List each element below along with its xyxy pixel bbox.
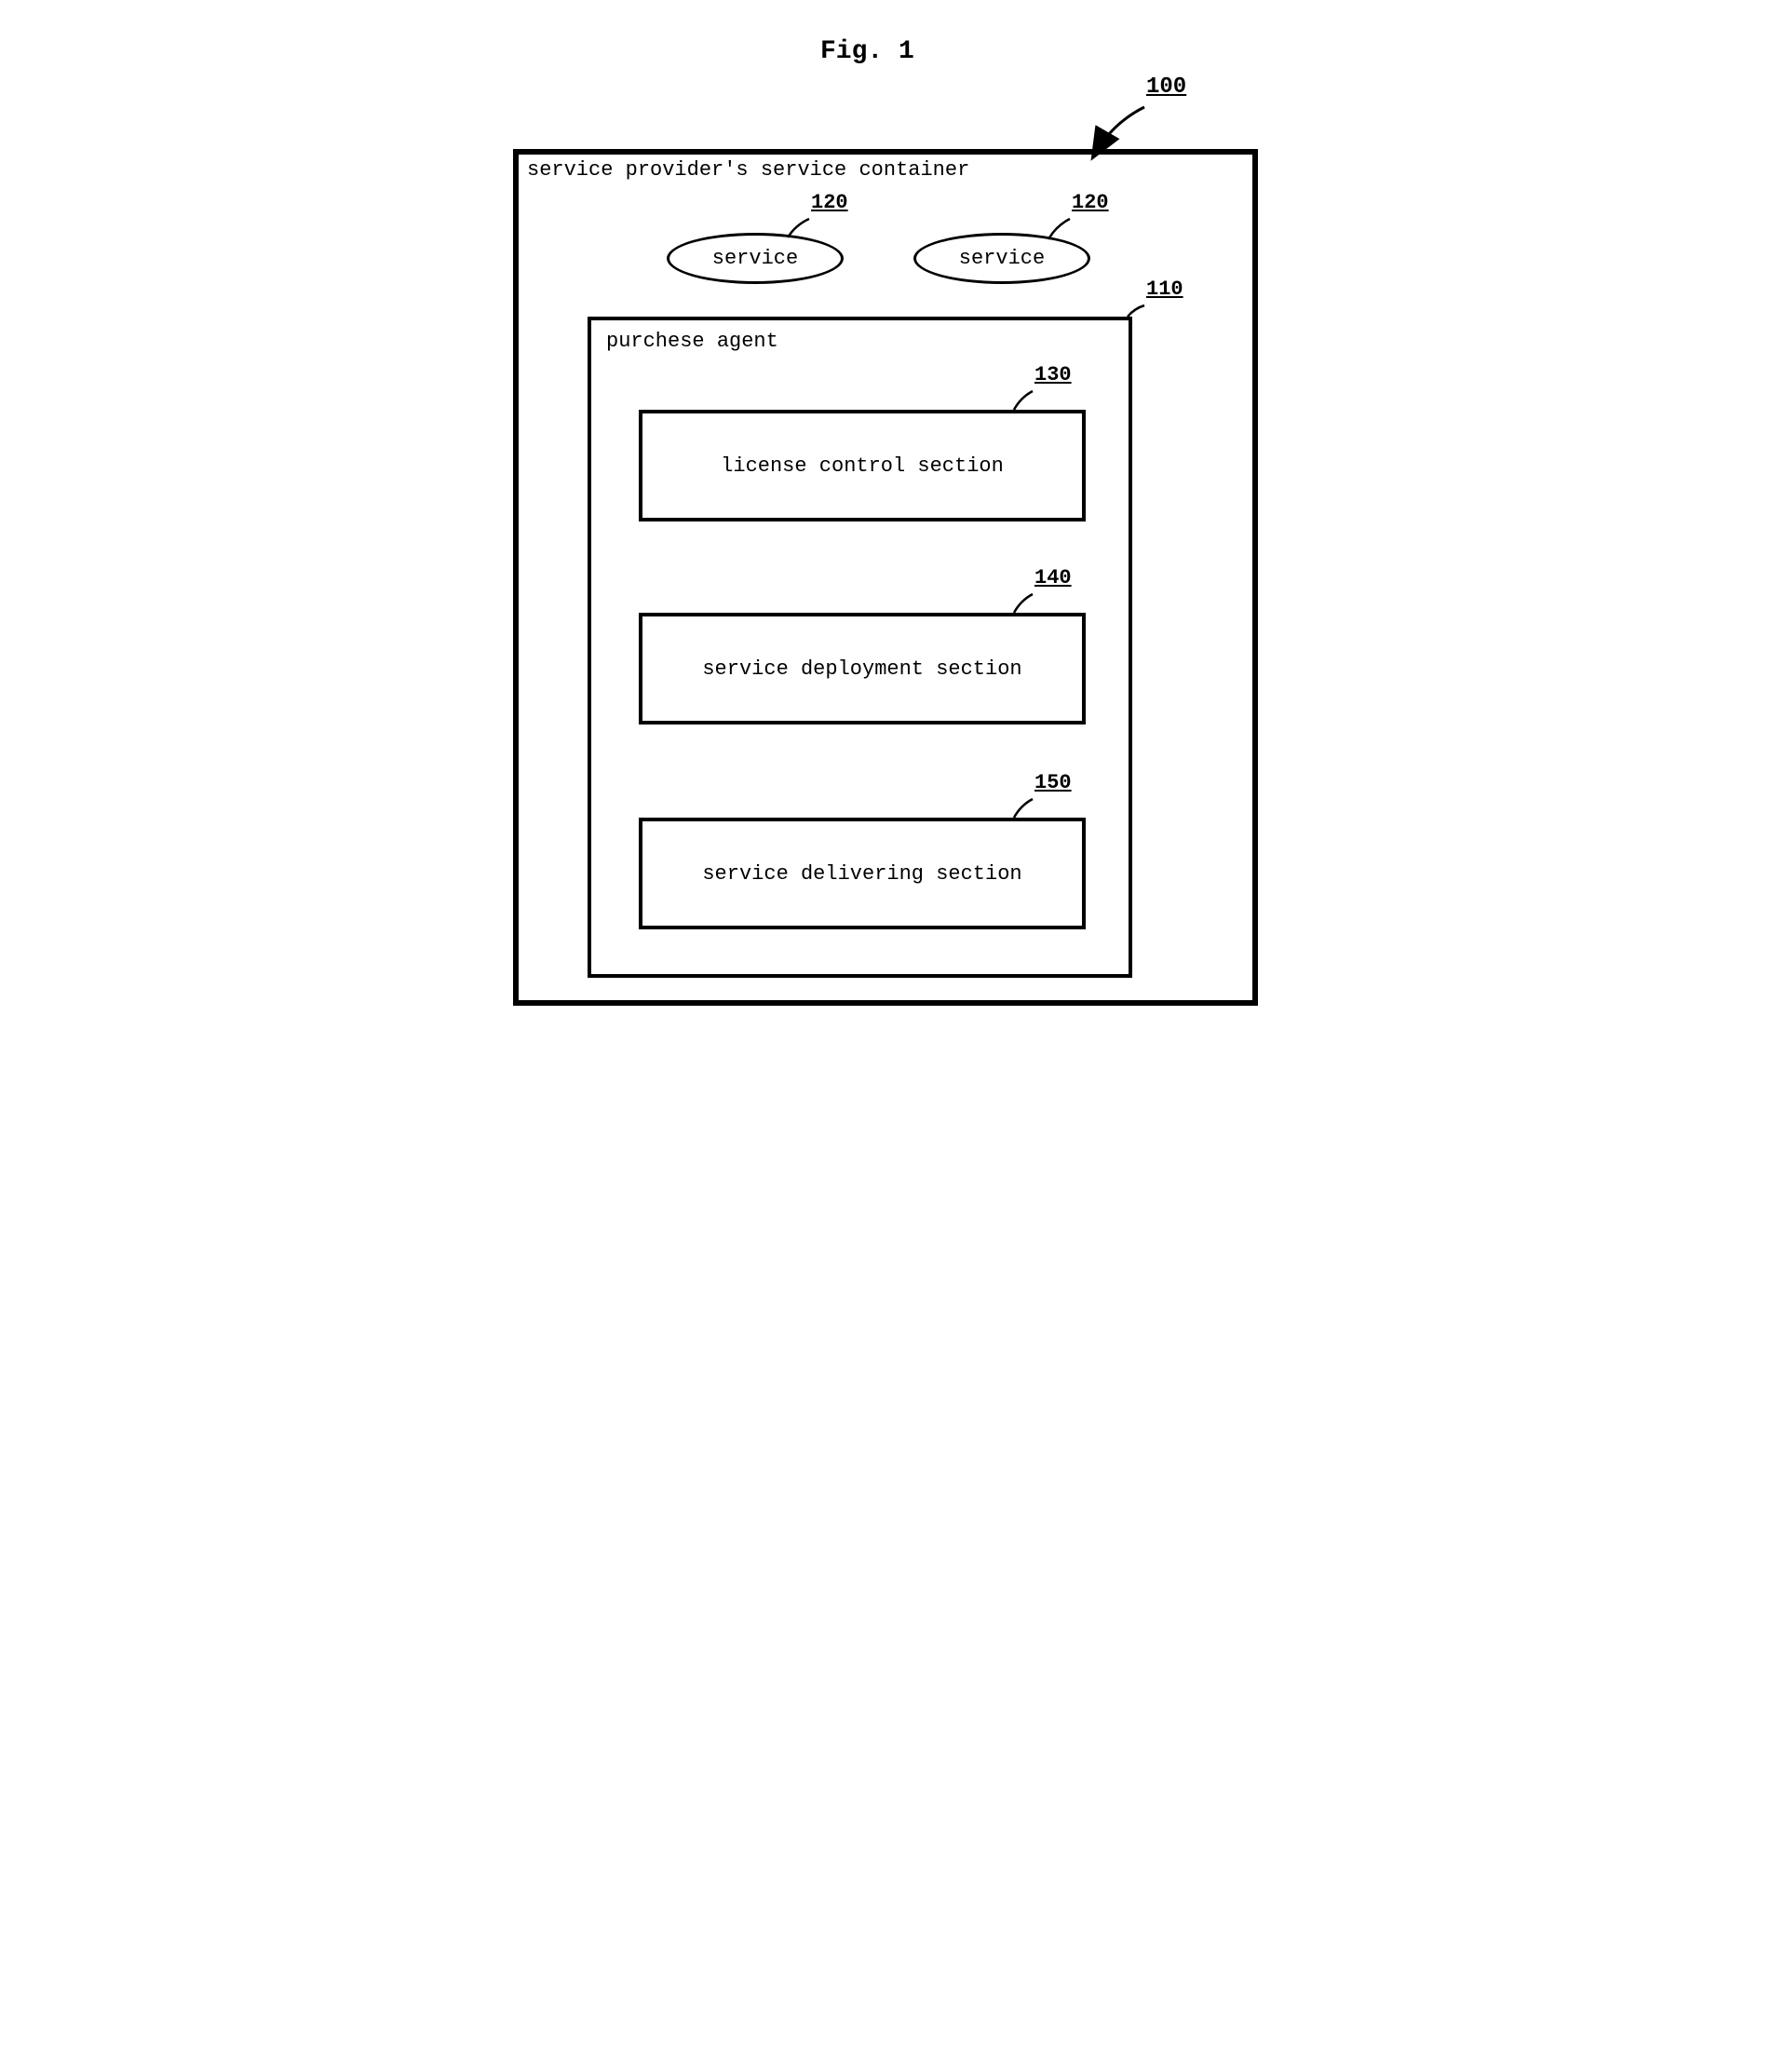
callout-100: 100 [1146, 74, 1186, 100]
callout-140: 140 [1034, 566, 1072, 589]
license-control-section-box: license control section [639, 410, 1086, 521]
service-ellipse-right: service [913, 233, 1090, 284]
callout-150: 150 [1034, 771, 1072, 794]
callout-130: 130 [1034, 363, 1072, 386]
service-deployment-section-box: service deployment section [639, 613, 1086, 725]
service-ellipse-left: service [667, 233, 844, 284]
service-delivering-section-box: service delivering section [639, 818, 1086, 929]
callout-120-left: 120 [811, 191, 848, 214]
service-container-title: service provider's service container [527, 158, 969, 182]
diagram-canvas: Fig. 1 100 service provider's service co… [476, 37, 1295, 1062]
purchase-agent-title: purchese agent [606, 330, 778, 353]
figure-title: Fig. 1 [820, 37, 914, 66]
callout-120-right: 120 [1072, 191, 1109, 214]
arrow-100-path [1095, 107, 1144, 154]
callout-110: 110 [1146, 278, 1183, 301]
